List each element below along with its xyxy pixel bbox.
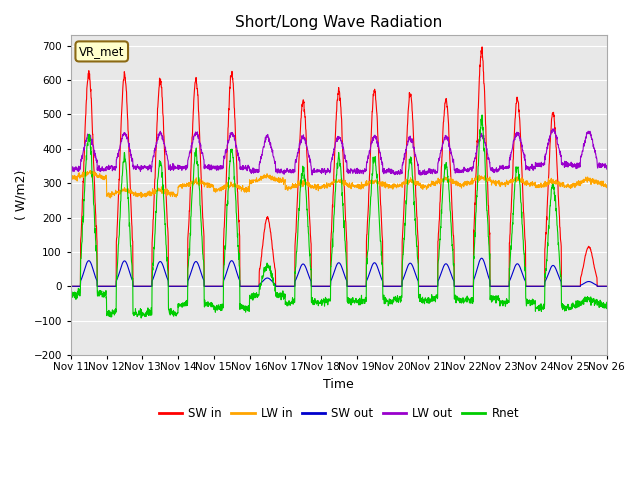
SW out — [556, 276, 563, 281]
LW in — [571, 181, 579, 187]
LW out — [366, 150, 374, 156]
SW out — [354, 283, 362, 289]
Line: SW in: SW in — [71, 47, 607, 286]
Rnet — [355, 299, 362, 305]
SW out — [366, 270, 374, 276]
LW out — [556, 149, 564, 155]
Rnet — [495, 297, 502, 303]
SW out — [495, 283, 502, 289]
SW out — [477, 255, 485, 261]
Legend: SW in, LW in, SW out, LW out, Rnet: SW in, LW in, SW out, LW out, Rnet — [154, 402, 524, 425]
SW out — [67, 283, 75, 289]
Rnet — [478, 112, 486, 118]
LW out — [417, 172, 425, 178]
Rnet — [571, 303, 579, 309]
LW out — [603, 166, 611, 172]
Text: VR_met: VR_met — [79, 45, 125, 58]
Y-axis label: ( W/m2): ( W/m2) — [15, 170, 28, 220]
SW in — [67, 283, 75, 289]
Rnet — [366, 211, 374, 216]
SW out — [216, 283, 224, 289]
LW in — [495, 181, 502, 187]
SW in — [478, 44, 486, 50]
LW in — [603, 182, 611, 188]
SW in — [570, 283, 578, 289]
X-axis label: Time: Time — [323, 377, 354, 391]
Line: SW out: SW out — [71, 258, 607, 286]
SW out — [603, 283, 611, 289]
LW out — [216, 166, 224, 172]
Line: LW in: LW in — [71, 170, 607, 198]
Rnet — [217, 308, 225, 313]
SW in — [495, 283, 502, 289]
Title: Short/Long Wave Radiation: Short/Long Wave Radiation — [235, 15, 442, 30]
Rnet — [603, 300, 611, 305]
SW in — [603, 283, 611, 289]
LW in — [366, 180, 374, 186]
Rnet — [556, 262, 564, 267]
Rnet — [67, 292, 75, 298]
SW in — [216, 283, 224, 289]
LW in — [86, 168, 94, 173]
Line: LW out: LW out — [71, 129, 607, 175]
LW in — [107, 195, 115, 201]
LW out — [67, 168, 75, 174]
SW in — [556, 214, 563, 220]
LW out — [354, 167, 362, 172]
SW in — [366, 170, 374, 176]
LW out — [549, 126, 557, 132]
LW in — [556, 179, 564, 185]
Line: Rnet: Rnet — [71, 115, 607, 318]
SW out — [570, 283, 578, 289]
LW in — [217, 188, 225, 193]
LW in — [67, 177, 75, 182]
LW in — [355, 184, 362, 190]
LW out — [571, 161, 579, 167]
Rnet — [138, 315, 145, 321]
SW in — [354, 283, 362, 289]
LW out — [495, 168, 502, 174]
